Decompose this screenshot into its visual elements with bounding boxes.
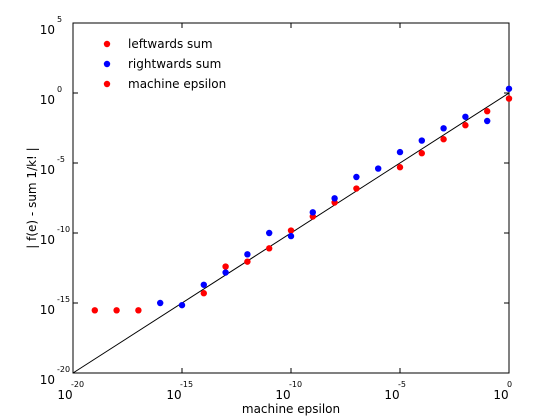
y-tick-label-base: 10 <box>40 23 55 37</box>
data-point-leftwards <box>440 136 447 143</box>
legend-marker <box>103 80 111 88</box>
data-point-leftwards <box>418 150 425 157</box>
legend-label: rightwards sum <box>128 57 221 71</box>
data-point-leftwards <box>462 122 469 129</box>
y-tick-label-exp: -15 <box>57 295 70 304</box>
data-point-rightwards <box>200 281 207 288</box>
data-point-rightwards <box>440 125 447 132</box>
data-point-rightwards <box>462 113 469 120</box>
data-point-rightwards <box>266 229 273 237</box>
data-point-leftwards <box>505 95 513 102</box>
data-point-rightwards <box>505 85 513 92</box>
data-point-rightwards <box>157 299 164 307</box>
x-tick-label: 100 <box>493 380 512 402</box>
x-tick-label-base: 10 <box>166 388 181 402</box>
x-tick-label-exp: -15 <box>180 380 193 389</box>
data-point-rightwards <box>484 117 491 125</box>
data-point-rightwards <box>418 137 425 144</box>
y-tick-label-base: 10 <box>40 93 55 107</box>
data-point-leftwards <box>266 245 273 252</box>
y-tick-label-base: 10 <box>40 303 55 317</box>
data-point-leftwards <box>135 307 142 314</box>
data-point-rightwards <box>331 195 338 202</box>
x-tick-label-exp: -20 <box>71 380 84 389</box>
data-point-leftwards <box>287 227 295 234</box>
legend: leftwards sum rightwards sum machine epsil… <box>103 37 226 91</box>
y-tick-label-exp: -10 <box>57 225 70 234</box>
x-tick-label-exp: -10 <box>289 380 302 389</box>
legend-label: leftwards sum <box>128 37 213 51</box>
data-point-rightwards <box>375 165 382 172</box>
x-tick-label-base: 10 <box>57 388 72 402</box>
y-tick-label: 10-20 <box>40 365 70 387</box>
x-tick-label: 10-5 <box>384 380 406 402</box>
data-point-rightwards <box>287 232 295 240</box>
y-tick-label: 10-10 <box>40 225 70 247</box>
ticks <box>72 22 510 374</box>
y-tick-label: 10-15 <box>40 295 70 317</box>
data-point-rightwards <box>244 251 251 258</box>
y-tick-label-exp: -20 <box>57 365 70 374</box>
plot-frame <box>72 22 510 374</box>
legend-marker <box>103 40 111 48</box>
data-point-rightwards <box>396 148 404 156</box>
x-tick-label-base: 10 <box>384 388 399 402</box>
x-tick-label: 10-15 <box>166 380 193 402</box>
y-tick-label: 105 <box>40 15 62 37</box>
data-point-rightwards <box>178 301 186 309</box>
x-tick-label-exp: -5 <box>398 380 406 389</box>
legend-marker <box>103 60 111 68</box>
data-point-leftwards <box>200 290 207 297</box>
y-tick-label-exp: -5 <box>57 155 65 164</box>
data-point-rightwards <box>353 173 360 181</box>
y-tick-label-exp: 0 <box>57 85 62 94</box>
data-point-leftwards <box>396 164 404 171</box>
data-point-leftwards <box>222 263 229 270</box>
y-tick-label-base: 10 <box>40 163 55 177</box>
data-point-leftwards <box>244 258 251 265</box>
y-tick-label-base: 10 <box>40 233 55 247</box>
legend-label: machine epsilon <box>128 77 226 91</box>
y-tick-label-base: 10 <box>40 373 55 387</box>
x-tick-label: 10-20 <box>57 380 84 402</box>
data-point-rightwards <box>222 269 229 276</box>
y-tick-label-exp: 5 <box>57 15 62 24</box>
data-point-leftwards <box>484 108 491 115</box>
x-tick-label: 10-10 <box>275 380 302 402</box>
data-point-leftwards <box>353 185 360 192</box>
data-point-leftwards <box>113 307 120 314</box>
data-point-leftwards <box>91 307 99 314</box>
data-point-rightwards <box>309 209 316 216</box>
points-layer <box>91 85 513 314</box>
y-tick-label: 10-5 <box>40 155 65 177</box>
y-axis-label: | f(e) - sum 1/k! | <box>25 147 39 248</box>
x-tick-label-base: 10 <box>275 388 290 402</box>
x-axis-label: machine epsilon <box>242 402 340 416</box>
tick-labels: 10-2010-1510-1010-510010-2010-1510-1010-… <box>40 15 512 402</box>
x-tick-label-exp: 0 <box>507 380 512 389</box>
y-tick-label: 100 <box>40 85 62 107</box>
x-tick-label-base: 10 <box>493 388 508 402</box>
